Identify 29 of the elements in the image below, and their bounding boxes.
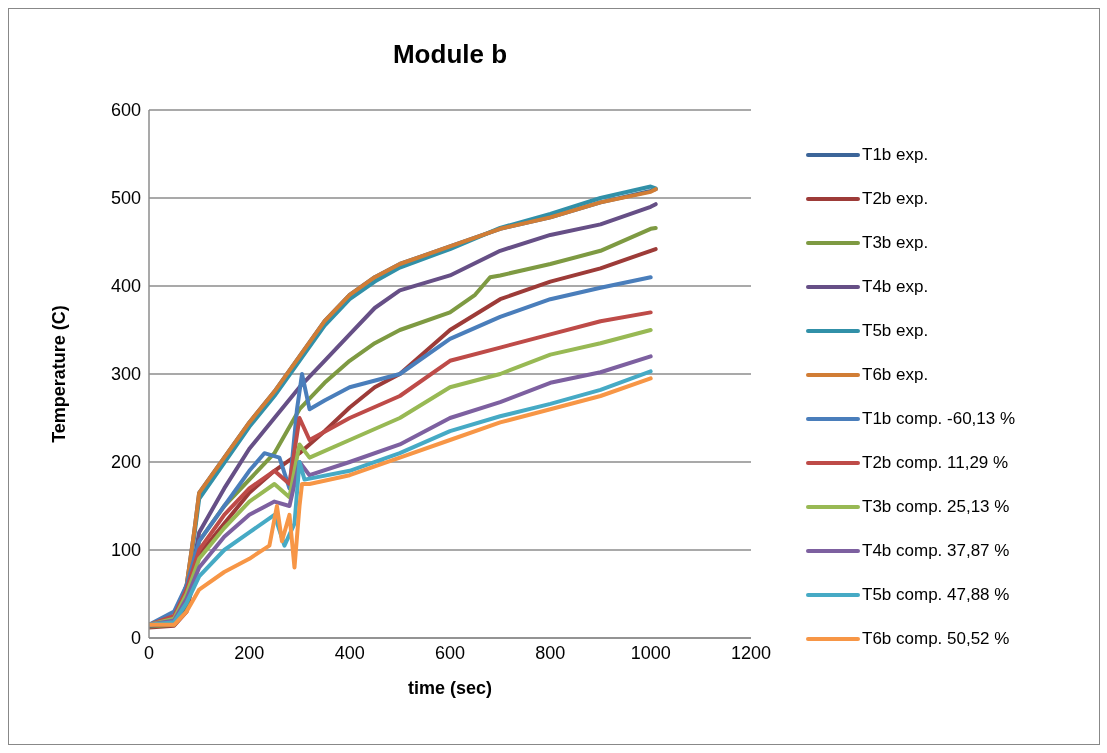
legend-label: T4b exp. <box>862 277 929 297</box>
x-tick-label: 0 <box>143 642 155 663</box>
legend-label: T6b exp. <box>862 365 929 385</box>
x-tick-label: 600 <box>434 642 466 663</box>
legend-label: T1b exp. <box>862 145 929 165</box>
y-tick-label: 100 <box>110 540 141 561</box>
y-tick-label: 600 <box>110 100 141 121</box>
y-tick-label: 200 <box>110 452 141 473</box>
legend-label: T2b comp. 11,29 % <box>862 453 1009 473</box>
x-tick-label: 200 <box>234 642 265 663</box>
y-axis-title: Temperature (C) <box>49 305 70 443</box>
legend-label: T4b comp. 37,87 % <box>862 541 1010 561</box>
x-tick-label: 1000 <box>630 642 671 663</box>
x-tick-label: 800 <box>535 642 566 663</box>
x-tick-label: 400 <box>334 642 365 663</box>
y-tick-label: 400 <box>110 276 141 297</box>
chart-title: Module b <box>391 39 509 70</box>
legend-label: T1b comp. -60,13 % <box>862 409 1016 429</box>
y-tick-label: 500 <box>110 188 141 209</box>
legend-label: T3b comp. 25,13 % <box>862 497 1010 517</box>
y-tick-label: 0 <box>130 628 141 649</box>
legend-label: T2b exp. <box>862 189 929 209</box>
x-axis-title: time (sec) <box>407 678 493 698</box>
legend-label: T5b exp. <box>862 321 929 341</box>
legend-label: T5b comp. 47,88 % <box>862 585 1010 605</box>
y-tick-label: 300 <box>110 364 141 385</box>
legend-label: T6b comp. 50,52 % <box>862 629 1010 649</box>
x-tick-label: 1200 <box>730 642 772 663</box>
legend-label: T3b exp. <box>862 233 929 253</box>
